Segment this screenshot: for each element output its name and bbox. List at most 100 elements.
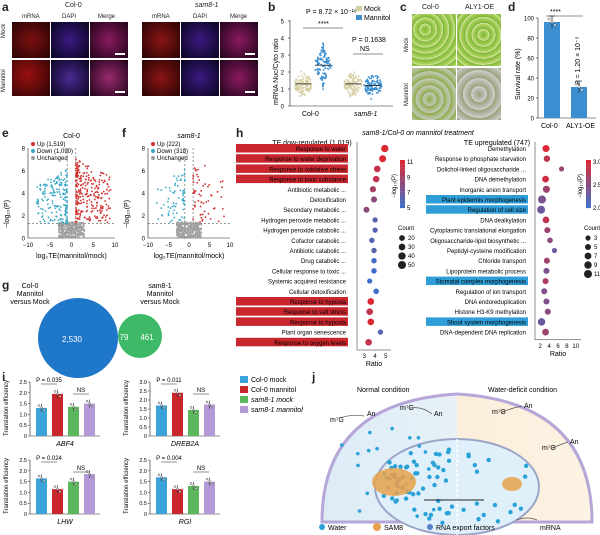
data-point: [316, 72, 319, 75]
water-dot: [446, 510, 451, 516]
y-tick: 0: [142, 237, 146, 243]
point-up: [84, 165, 87, 168]
data-point: [324, 72, 327, 75]
point-unchanged: [76, 229, 79, 232]
x-tick: 10: [572, 344, 579, 350]
go-term: DNA endoreduplication: [465, 300, 526, 306]
y-axis-label: Translation efficiency: [124, 458, 130, 514]
point-up: [201, 220, 204, 222]
point-down: [52, 190, 55, 192]
water-dot: [518, 506, 524, 511]
point-up: [106, 188, 108, 191]
data-point: [349, 85, 352, 88]
data-point: [375, 92, 378, 94]
water-dot: [408, 451, 413, 456]
te-bar: [52, 393, 63, 436]
replicate-point: [192, 484, 195, 488]
go-dot: [367, 278, 373, 284]
x-axis-label: log₂TE(mannitol/mock): [36, 253, 107, 260]
point-up: [192, 177, 195, 180]
x-tick: sam8-1: [354, 111, 377, 118]
data-point: [359, 87, 361, 89]
point-unchanged: [73, 223, 76, 226]
go-side-title: TE dow-regulated (1,019): [272, 140, 351, 147]
go-side-title: TE upregulated (747): [464, 140, 530, 147]
point-up: [201, 213, 204, 216]
go-dot: [543, 155, 551, 162]
point-unchanged: [183, 230, 186, 233]
point-up: [99, 174, 102, 177]
data-point: [363, 83, 365, 86]
point-up: [99, 171, 102, 174]
point-down: [173, 190, 176, 192]
point-unchanged: [67, 231, 70, 233]
data-point: [305, 85, 308, 87]
point-unchanged: [75, 224, 78, 227]
cbar-title: −log₁₀(P): [578, 174, 584, 198]
y-tick: 2: [142, 214, 146, 220]
data-point: [298, 88, 300, 90]
go-dot: [542, 278, 549, 285]
point-unchanged: [62, 225, 65, 228]
go-term: Plant organ senescence: [282, 331, 347, 337]
point-down: [60, 183, 63, 186]
water-dot: [414, 463, 419, 468]
plant-photo: [457, 68, 501, 120]
bar: [544, 22, 560, 118]
point-up: [90, 201, 93, 203]
point-up: [195, 173, 198, 176]
data-point: [370, 75, 373, 78]
go-term: Response to water: [296, 147, 346, 153]
point-up: [78, 218, 81, 220]
point-unchanged: [81, 229, 83, 231]
gene-name: LHW: [57, 519, 74, 526]
point-up: [75, 179, 78, 182]
legend-swatch: [31, 149, 35, 153]
point-up: [199, 213, 202, 216]
point-unchanged: [197, 230, 200, 233]
go-dot: [537, 318, 546, 326]
point-down: [41, 198, 43, 201]
replicate-point: [176, 487, 179, 491]
data-point: [307, 76, 310, 78]
data-point: [353, 90, 356, 93]
point-down: [41, 212, 44, 215]
go-term: Peptidyl-cysteine modification: [447, 249, 526, 255]
data-point: [352, 74, 355, 77]
water-dot: [512, 502, 517, 508]
point-down: [39, 185, 42, 187]
point-up: [197, 175, 199, 178]
point-down: [59, 209, 62, 212]
go-dot: [373, 288, 379, 295]
point-up: [76, 167, 79, 169]
te-bar: [156, 477, 167, 514]
point-down: [66, 201, 68, 204]
x-axis-label: Ratio: [550, 351, 566, 358]
point-up: [79, 177, 81, 180]
point-up: [79, 189, 82, 192]
y-tick: 2.0: [139, 398, 147, 404]
data-point: [321, 58, 324, 61]
point-up: [93, 207, 96, 210]
point-up: [99, 219, 102, 222]
go-dot: [371, 247, 377, 254]
point-unchanged: [178, 234, 181, 237]
water-dot: [436, 498, 441, 504]
water-dot: [410, 491, 416, 497]
point-unchanged: [192, 230, 194, 232]
point-up: [75, 211, 78, 214]
legend-swatch: [151, 149, 155, 153]
point-up: [203, 164, 206, 167]
data-point: [352, 78, 355, 81]
go-term: Response to phosphate starvation: [435, 157, 526, 163]
go-dot: [542, 175, 549, 183]
point-up: [94, 198, 96, 201]
point-down: [58, 208, 61, 211]
point-unchanged: [71, 235, 74, 238]
point-unchanged: [65, 236, 68, 239]
go-dot: [372, 217, 378, 223]
point-up: [77, 165, 80, 168]
point-up: [103, 180, 106, 183]
micrograph: [142, 22, 180, 58]
data-point: [329, 66, 331, 69]
